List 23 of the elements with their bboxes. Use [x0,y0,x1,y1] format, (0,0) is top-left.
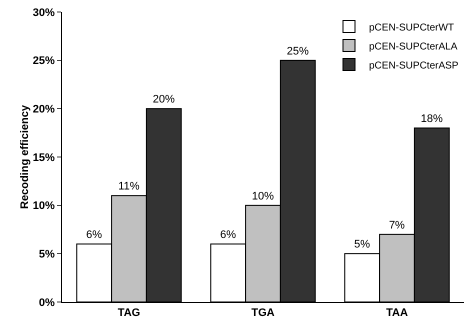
data-label: 10% [252,190,274,202]
data-label: 7% [388,219,406,232]
y-tick-label: 5% [38,248,56,261]
y-tick-label: 25% [32,55,56,68]
x-tick-label: TGA [251,307,275,320]
data-label: 6% [220,229,236,241]
x-tick-label: TAG [118,307,140,320]
data-label: 18% [420,113,443,125]
legend-label: pCEN-SUPCterALA [369,41,458,52]
y-tick-label: 30% [32,6,56,19]
y-axis-title: Recoding efficiency [18,104,31,209]
data-label: 5% [354,238,370,251]
x-tick-label: TAA [386,307,408,320]
data-label: 25% [286,45,309,58]
data-label: 6% [86,229,102,241]
data-label: 11% [118,180,140,193]
legend-label: pCEN-SUPCterASP [369,60,459,72]
data-label: 20% [152,94,175,106]
y-tick-label: 10% [32,200,56,212]
y-tick-label: 20% [32,104,56,116]
y-tick-label: 0% [38,296,56,309]
y-tick-label: 15% [32,152,56,164]
legend-label: pCEN-SUPCterWT [369,22,454,34]
